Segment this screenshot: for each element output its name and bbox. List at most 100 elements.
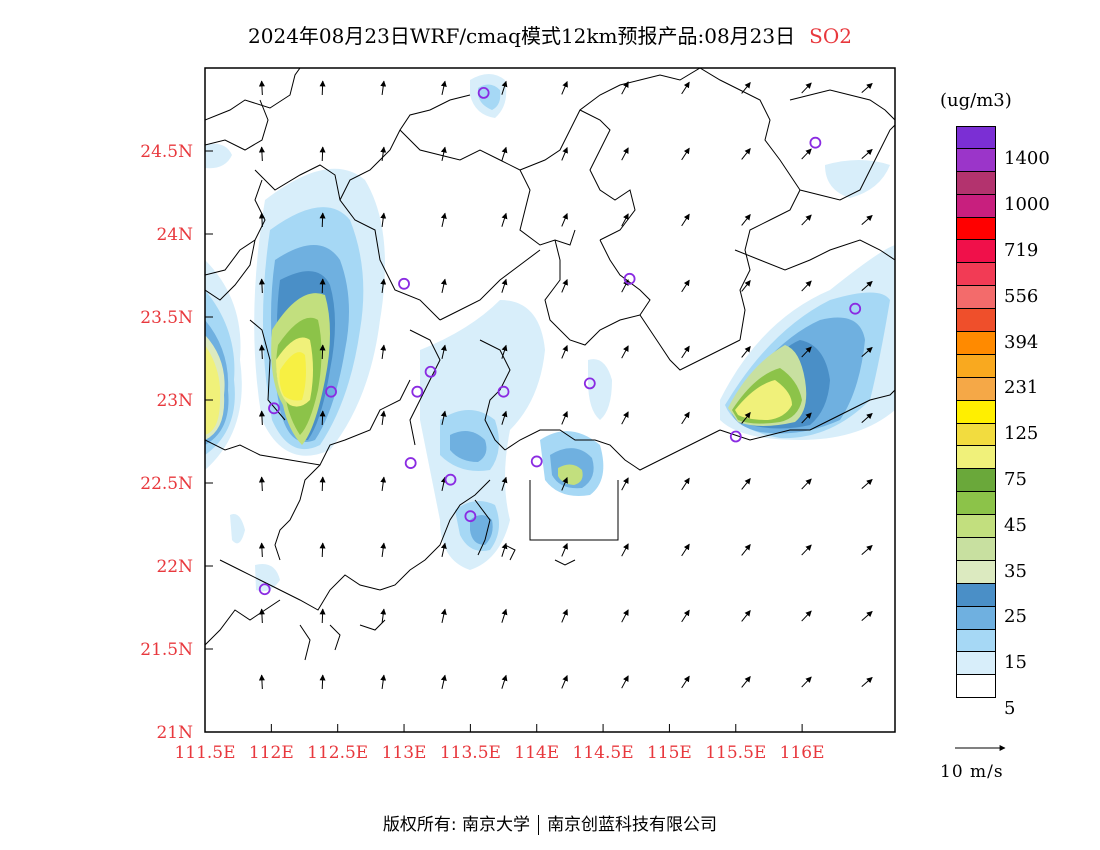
wind-arrow — [741, 412, 751, 424]
colorbar-swatch — [956, 126, 996, 149]
colorbar-swatch — [956, 286, 996, 310]
wind-arrow — [621, 81, 629, 95]
wind-arrow — [681, 213, 690, 227]
wind-arrow — [319, 410, 326, 426]
station-marker[interactable] — [477, 87, 490, 99]
station-marker[interactable] — [464, 510, 477, 523]
colorbar-swatch — [956, 171, 996, 195]
wind-arrow — [380, 410, 387, 426]
wind-arrow — [741, 676, 751, 688]
wind-arrow — [319, 80, 326, 96]
wind-arrow — [380, 608, 387, 624]
station-marker[interactable] — [404, 457, 417, 469]
station-marker[interactable] — [729, 430, 742, 443]
colorbar-swatch — [956, 560, 996, 584]
station-marker[interactable] — [411, 385, 424, 398]
station-marker[interactable] — [424, 365, 437, 378]
wind-arrow — [440, 410, 447, 425]
lon-tick-label: 112E — [249, 743, 294, 763]
wind-arrow — [861, 544, 873, 555]
wind-arrow — [681, 609, 690, 623]
wind-arrow — [501, 278, 508, 293]
wind-arrow — [801, 346, 812, 358]
wind-arrow — [621, 675, 629, 689]
wind-arrow — [319, 278, 326, 294]
wind-arrow — [440, 476, 447, 491]
colorbar-label: 125 — [1004, 423, 1039, 445]
wind-arrow — [561, 608, 568, 623]
wind-arrow — [561, 146, 568, 161]
wind-arrow — [861, 610, 873, 621]
wind-arrow — [258, 608, 265, 624]
wind-arrow — [258, 542, 265, 558]
station-marker[interactable] — [623, 272, 636, 285]
station-marker[interactable] — [849, 302, 862, 315]
station-marker[interactable] — [583, 377, 596, 390]
wind-arrow — [681, 675, 690, 689]
wind-arrow — [861, 346, 873, 357]
station-marker[interactable] — [809, 136, 822, 149]
colorbar-swatch — [956, 583, 996, 607]
lat-tick-label: 22N — [156, 557, 193, 577]
wind-arrow — [801, 610, 812, 622]
station-marker[interactable] — [325, 385, 337, 398]
wind-arrow — [621, 543, 629, 557]
lon-tick-label: 115E — [647, 743, 692, 763]
wind-arrow — [801, 82, 812, 94]
station-marker[interactable] — [268, 402, 280, 415]
wind-arrow — [440, 80, 447, 95]
concentration-field — [205, 74, 895, 592]
wind-arrow — [380, 674, 387, 690]
colorbar-swatch — [956, 469, 996, 493]
wind-arrow — [501, 608, 508, 623]
wind-arrow — [741, 148, 751, 160]
wind-arrow — [319, 344, 326, 360]
wind-arrow — [561, 410, 568, 425]
wind-arrow — [380, 476, 387, 492]
colorbar-swatch — [956, 515, 996, 539]
station-marker[interactable] — [258, 583, 271, 596]
colorbar-swatch — [956, 332, 996, 355]
wind-arrow — [258, 476, 265, 492]
colorbar-label: 556 — [1004, 285, 1039, 307]
wind-arrow — [561, 344, 568, 359]
wind-arrow — [440, 278, 447, 293]
wind-arrow — [741, 82, 751, 94]
wind-arrow — [501, 80, 508, 95]
colorbar-label: 25 — [1004, 606, 1027, 628]
wind-arrow — [681, 81, 690, 95]
wind-arrow — [861, 82, 873, 93]
wind-arrow — [861, 676, 873, 687]
wind-arrow — [801, 214, 812, 226]
colorbar-swatch — [956, 309, 996, 333]
title-main: 2024年08月23日WRF/cmaq模式12km预报产品:08月23日 — [248, 24, 796, 48]
colorbar-swatch — [956, 377, 996, 401]
colorbar-swatch — [956, 446, 996, 470]
colorbar-swatch — [956, 194, 996, 218]
wind-arrow — [861, 148, 873, 159]
monitoring-stations — [258, 87, 862, 596]
title-pollutant: SO2 — [809, 24, 852, 48]
wind-arrow — [440, 542, 447, 557]
wind-arrow — [319, 476, 326, 492]
station-marker[interactable] — [497, 385, 510, 398]
wind-arrow — [681, 279, 690, 293]
wind-arrow — [801, 676, 812, 688]
wind-arrow — [561, 542, 568, 557]
copyright-footer: 版权所有: 南京大学 南京创蓝科技有限公司 — [0, 810, 1100, 835]
lon-tick-label: 115.5E — [705, 743, 766, 763]
colorbar-label: 719 — [1004, 239, 1039, 261]
station-marker[interactable] — [398, 277, 410, 290]
station-marker[interactable] — [444, 473, 457, 486]
wind-arrow — [801, 544, 812, 556]
wind-arrow — [741, 544, 751, 556]
wind-arrow — [621, 411, 629, 425]
wind-arrow — [681, 411, 690, 425]
station-marker[interactable] — [530, 455, 543, 468]
wind-arrow — [380, 212, 387, 228]
wind-arrow — [741, 610, 751, 622]
wind-reference-label: 10 m/s — [940, 762, 1004, 782]
map-boundaries — [205, 68, 895, 661]
colorbar-swatch — [956, 240, 996, 264]
colorbar — [956, 126, 996, 699]
